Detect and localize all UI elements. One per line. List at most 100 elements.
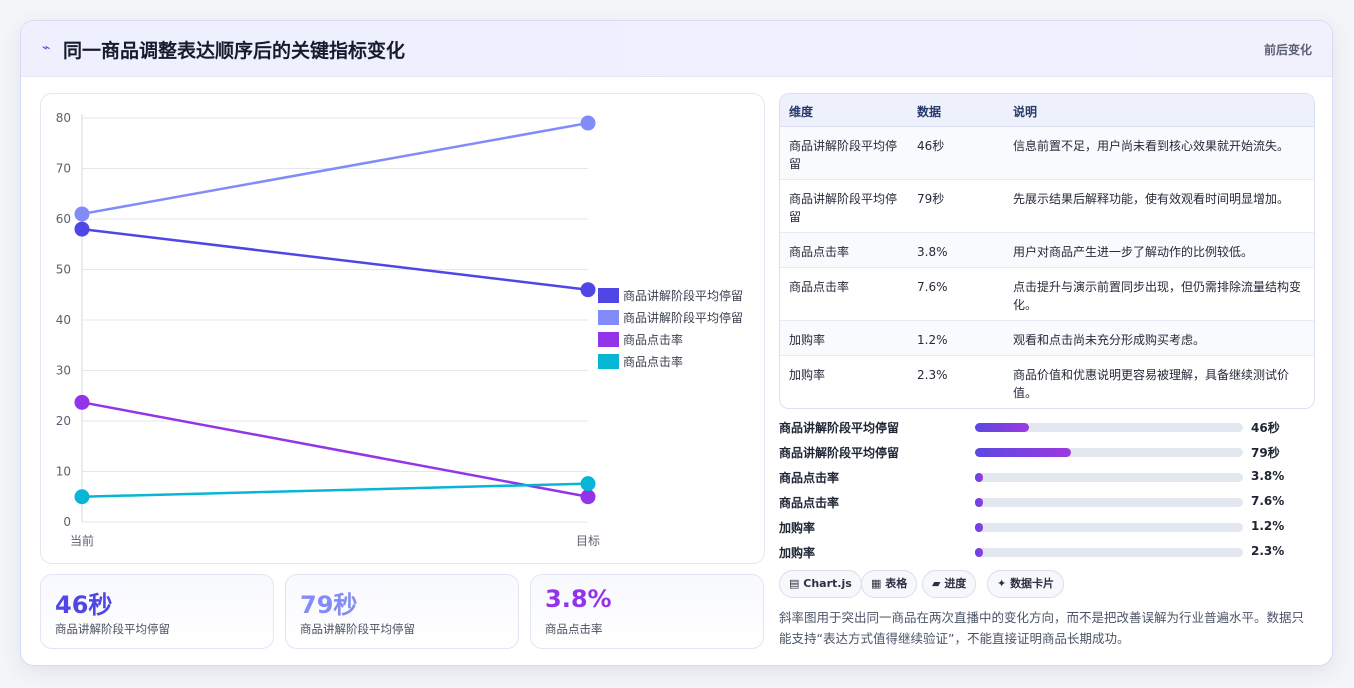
progress-fill (975, 448, 1072, 457)
legend-swatch (598, 332, 619, 347)
cell-data: 7.6% (917, 280, 948, 294)
progress-value: 7.6% (1251, 494, 1285, 508)
progress-label: 商品点击率 (779, 496, 840, 510)
table-header: 维度 数据 说明 (780, 94, 1314, 127)
kpi-card: 79秒 商品讲解阶段平均停留 (285, 574, 519, 649)
data-point (74, 394, 90, 410)
progress-label: 商品讲解阶段平均停留 (779, 446, 900, 460)
chip-table[interactable]: ▦ 表格 (861, 570, 918, 598)
column-header: 说明 (1013, 105, 1038, 119)
cell-data: 79秒 (917, 192, 945, 206)
progress-track (975, 498, 1243, 507)
chip-chartjs[interactable]: ▤ Chart.js (779, 570, 862, 598)
series-line (81, 121, 589, 216)
cell-description: 信息前置不足，用户尚未看到核心效果就开始流失。 (1013, 139, 1290, 153)
cell-description: 先展示结果后解释功能，使有效观看时间明显增加。 (1013, 192, 1290, 206)
page-title: 同一商品调整表达顺序后的关键指标变化 (63, 40, 406, 62)
legend-label: 商品点击率 (623, 332, 683, 347)
data-point (580, 282, 596, 298)
kpi-label: 商品讲解阶段平均停留 (55, 622, 170, 636)
table-row: 加购率 2.3% 商品价值和优惠说明更容易被理解，具备继续测试价值。 (780, 356, 1314, 408)
y-tick-label: 40 (56, 313, 71, 327)
data-point (74, 489, 90, 505)
progress-label: 商品讲解阶段平均停留 (779, 421, 900, 435)
header-tag: 前后变化 (1263, 43, 1312, 57)
x-tick-label: 目标 (576, 534, 600, 548)
table-row: 商品讲解阶段平均停留 79秒 先展示结果后解释功能，使有效观看时间明显增加。 (780, 180, 1314, 233)
data-point (580, 476, 596, 492)
progress-fill (975, 523, 984, 532)
series-line (81, 401, 589, 498)
progress-fill (975, 473, 984, 482)
table-icon: ▦ (871, 577, 882, 590)
metrics-table: 维度 数据 说明 商品讲解阶段平均停留 46秒 信息前置不足，用户尚未看到核心效… (779, 93, 1315, 409)
legend-swatch (598, 310, 619, 325)
progress-value: 2.3% (1251, 544, 1285, 558)
y-tick-label: 0 (63, 515, 71, 529)
column-header: 维度 (789, 105, 814, 119)
data-point (74, 221, 90, 237)
cell-dimension: 加购率 (789, 333, 826, 347)
data-point (74, 206, 90, 222)
y-tick-label: 60 (56, 212, 71, 226)
data-point (580, 115, 596, 131)
chart-note: 斜率图用于突出同一商品在两次直播中的变化方向，而不是把改善误解为行业普遍水平。数… (779, 610, 1305, 646)
chart-icon: ▤ (789, 577, 800, 590)
column-header: 数据 (917, 105, 942, 119)
progress-fill (975, 498, 984, 507)
cell-description: 用户对商品产生进一步了解动作的比例较低。 (1013, 245, 1254, 259)
progress-track (975, 473, 1243, 482)
chart-canvas: 0 10 20 30 40 50 60 70 80 当前 目标 商品讲解阶段平均停留商品讲解阶段平均停… (56, 111, 743, 548)
y-tick-label: 70 (56, 162, 71, 176)
cell-dimension: 加购率 (789, 368, 826, 382)
progress-value: 1.2% (1251, 519, 1285, 533)
progress-row: 加购率 2.3% (779, 544, 1315, 562)
kpi-card: 3.8% 商品点击率 (530, 574, 764, 649)
cell-description: 观看和点击尚未充分形成购买考虑。 (1013, 333, 1206, 347)
progress-icon: ▰ (932, 577, 941, 590)
series-line (81, 482, 589, 498)
kpi-card: 46秒 商品讲解阶段平均停留 (40, 574, 274, 649)
progress-row: 商品点击率 3.8% (779, 469, 1315, 487)
kpi-label: 商品点击率 (545, 622, 603, 636)
chip-label: 进度 (944, 577, 967, 590)
data-point (580, 489, 596, 505)
kpi-value: 3.8% (545, 585, 612, 613)
table-body: 商品讲解阶段平均停留 46秒 信息前置不足，用户尚未看到核心效果就开始流失。 商… (780, 127, 1314, 408)
progress-track (975, 548, 1243, 557)
progress-fill (975, 548, 984, 557)
progress-value: 79秒 (1251, 446, 1280, 460)
chip-data-card[interactable]: ✦ 数据卡片 (987, 570, 1065, 598)
cell-data: 46秒 (917, 139, 945, 153)
x-tick-label: 当前 (70, 533, 94, 548)
legend-swatch (598, 288, 619, 303)
table-row: 商品点击率 3.8% 用户对商品产生进一步了解动作的比例较低。 (780, 233, 1314, 268)
slope-chart: 0 10 20 30 40 50 60 70 80 当前 目标 商品讲解阶段平均停留 商品讲解阶段平均停… (40, 93, 765, 564)
trend-icon: ⌁ (42, 40, 51, 56)
y-tick-label: 30 (56, 364, 71, 378)
progress-fill (975, 423, 1029, 432)
dashboard-card: ⌁ 同一商品调整表达顺序后的关键指标变化 前后变化 0 10 20 30 40 50 60 7… (20, 20, 1333, 666)
legend-label: 商品点击率 (623, 354, 683, 369)
legend-swatch (598, 354, 619, 369)
progress-track (975, 448, 1243, 457)
kpi-label: 商品讲解阶段平均停留 (300, 622, 415, 636)
table-row: 加购率 1.2% 观看和点击尚未充分形成购买考虑。 (780, 321, 1314, 356)
cell-data: 1.2% (917, 333, 948, 347)
table-row: 商品讲解阶段平均停留 46秒 信息前置不足，用户尚未看到核心效果就开始流失。 (780, 127, 1314, 180)
kpi-value: 79秒 (300, 591, 358, 619)
chip-progress[interactable]: ▰ 进度 (922, 570, 977, 598)
progress-value: 46秒 (1251, 421, 1280, 435)
y-tick-label: 10 (56, 465, 71, 479)
cell-dimension: 商品点击率 (789, 280, 850, 294)
progress-label: 商品点击率 (779, 471, 840, 485)
cell-description: 点击提升与演示前置同步出现，但仍需排除流量结构变化。 (1013, 280, 1302, 312)
kpi-value: 46秒 (55, 591, 113, 619)
progress-track (975, 523, 1243, 532)
chip-label: 数据卡片 (1010, 577, 1055, 590)
progress-row: 商品点击率 7.6% (779, 494, 1315, 512)
progress-row: 商品讲解阶段平均停留 46秒 (779, 419, 1315, 437)
cell-dimension: 商品讲解阶段平均停留 (789, 139, 898, 171)
progress-row: 商品讲解阶段平均停留 79秒 (779, 444, 1315, 462)
cell-dimension: 商品点击率 (789, 245, 850, 259)
